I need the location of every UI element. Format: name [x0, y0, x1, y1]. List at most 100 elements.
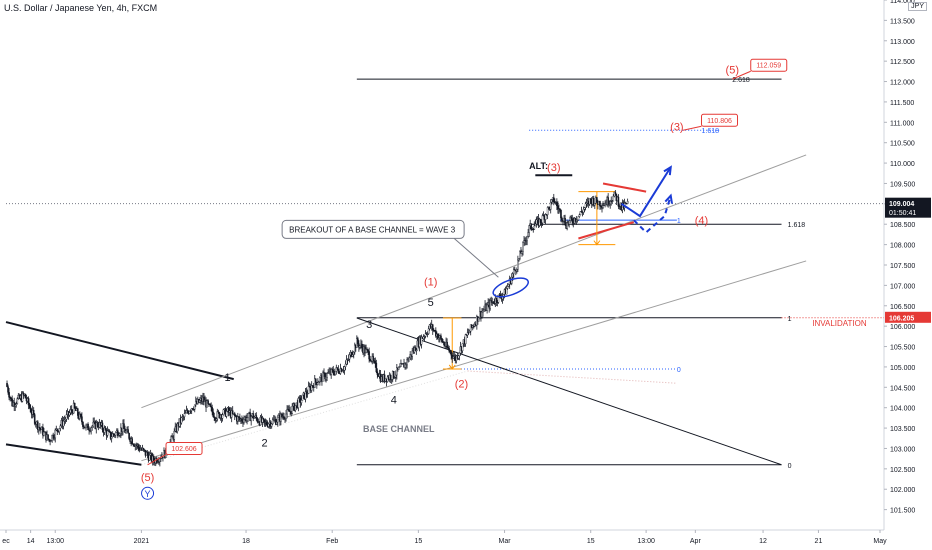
candle-body — [369, 358, 371, 362]
trend-line — [141, 370, 468, 466]
candle-body — [21, 393, 24, 402]
candle-body — [304, 391, 307, 400]
candle-body — [80, 414, 82, 417]
candle-body — [527, 232, 529, 237]
candle-body — [143, 449, 146, 451]
y-tick-label: 108.500 — [890, 222, 915, 229]
candle-body — [559, 208, 561, 211]
candle-body — [414, 347, 417, 352]
candle-body — [158, 461, 160, 463]
candle-body — [446, 341, 448, 348]
candle-body — [6, 383, 8, 387]
candle-body — [327, 372, 329, 374]
candle-body — [486, 304, 488, 311]
candle-body — [578, 214, 581, 217]
candle-body — [65, 414, 68, 420]
candle-body — [29, 407, 32, 413]
candle-body — [253, 417, 256, 419]
candle-body — [466, 332, 469, 336]
candle-body — [398, 366, 400, 370]
candle-body — [124, 428, 126, 433]
candle-body — [603, 204, 605, 206]
candle-body — [68, 412, 71, 416]
candle-body — [117, 430, 119, 437]
candle-body — [70, 409, 73, 412]
candle-body — [341, 370, 344, 373]
candle-body — [227, 407, 230, 413]
candle-body — [602, 205, 604, 208]
candle-body — [170, 436, 172, 443]
candle-body — [437, 333, 439, 340]
price-tag-pointer — [682, 125, 702, 131]
candle-body — [270, 423, 273, 427]
candle-body — [561, 217, 563, 221]
candle-body — [217, 411, 220, 413]
candle-body — [431, 324, 434, 331]
trend-line — [141, 260, 807, 462]
candle-body — [288, 409, 290, 412]
candle-body — [344, 363, 347, 367]
candle-body — [142, 448, 145, 450]
candle-body — [368, 351, 370, 360]
candle-body — [366, 348, 368, 351]
candle-body — [233, 413, 236, 417]
candle-body — [516, 269, 518, 272]
candle-body — [443, 342, 445, 346]
candle-body — [241, 418, 243, 422]
candle-body — [614, 191, 617, 195]
y-tick-label: 106.000 — [890, 324, 915, 331]
y-tick-label: 107.000 — [890, 283, 915, 290]
wave-label: (3) — [670, 121, 683, 133]
candle-body — [285, 413, 287, 420]
wave-label: 2 — [261, 437, 267, 449]
candle-body — [56, 428, 59, 431]
candle-body — [108, 430, 111, 432]
candle-body — [324, 373, 326, 380]
candle-body — [447, 346, 449, 349]
candle-body — [552, 197, 555, 202]
candle-body — [334, 370, 337, 375]
x-tick-label: May — [873, 538, 887, 545]
candle-body — [186, 410, 189, 413]
candle-body — [305, 391, 308, 395]
candle-body — [276, 421, 278, 425]
candle-body — [435, 330, 437, 337]
candle-body — [199, 400, 201, 403]
candle-body — [568, 220, 570, 225]
candle-body — [458, 352, 461, 356]
trend-line — [5, 321, 234, 381]
candle-body — [533, 225, 536, 230]
candle-body — [62, 421, 65, 427]
wave-label: (1) — [424, 276, 437, 288]
candle-body — [54, 429, 57, 439]
candle-body — [420, 336, 423, 345]
projection-arrowhead — [663, 165, 672, 176]
candle-body — [125, 430, 127, 433]
candle-body — [58, 428, 61, 433]
candle-body — [599, 201, 601, 207]
candle-body — [212, 411, 215, 417]
trend-line — [5, 443, 142, 466]
candle-body — [15, 403, 18, 406]
candle-body — [440, 335, 442, 339]
candle-body — [77, 408, 79, 416]
candle-body — [507, 284, 510, 287]
candle-body — [336, 367, 339, 370]
candle-body — [574, 217, 577, 222]
candle-body — [617, 196, 620, 207]
candle-body — [138, 447, 141, 451]
measure-arrowhead — [448, 364, 456, 370]
candle-body — [101, 422, 104, 430]
candle-body — [213, 416, 216, 418]
candle-body — [375, 362, 378, 372]
candle-body — [330, 368, 332, 375]
candle-body — [192, 409, 195, 411]
trend-line — [578, 221, 635, 240]
candle-body — [32, 410, 35, 415]
y-tick-label: 108.000 — [890, 243, 915, 250]
candle-body — [427, 328, 430, 334]
y-tick-label: 103.000 — [890, 446, 915, 453]
breakout-ellipse — [492, 277, 529, 298]
candle-body — [557, 205, 559, 210]
